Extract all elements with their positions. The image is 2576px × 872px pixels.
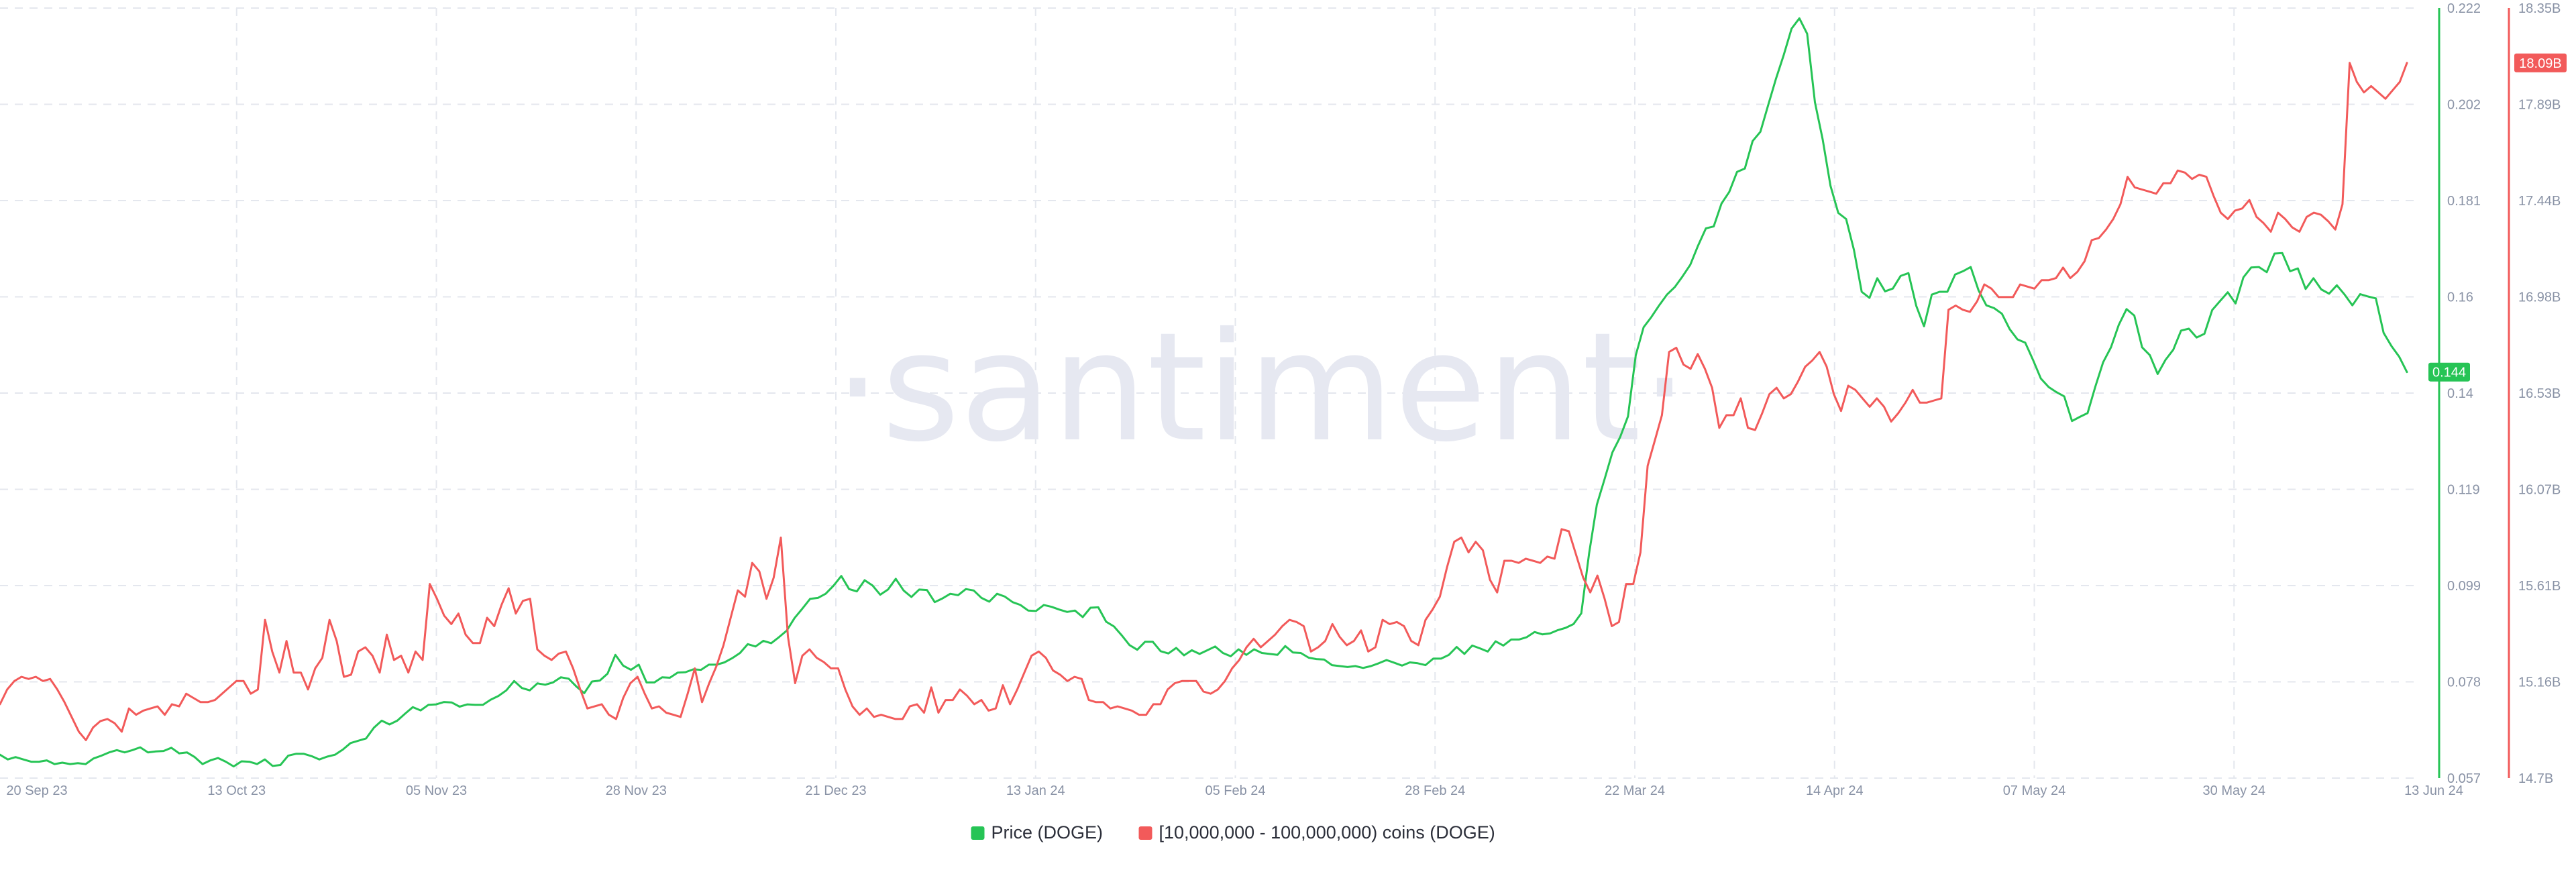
badge-value: 0.144	[2432, 366, 2466, 380]
coins-axis-tick-label: 15.61B	[2518, 579, 2561, 594]
x-axis-tick-labels: 20 Sep 23 13 Oct 23 05 Nov 23 28 Nov 23 21 D…	[6, 783, 2463, 798]
price-axis-tick-label: 0.057	[2447, 771, 2481, 786]
price-axis-tick-label: 0.16	[2447, 290, 2473, 305]
coins-axis-tick-label: 15.16B	[2518, 675, 2561, 690]
last-value-badges: 0.144 18.09B	[2428, 53, 2567, 382]
legend-swatch	[971, 826, 985, 840]
santiment-watermark: ·santiment·	[834, 300, 1688, 475]
x-axis-tick-label: 30 May 24	[2203, 783, 2265, 798]
coins-axis-tick-label: 18.35B	[2518, 1, 2561, 16]
x-axis-tick-label: 05 Feb 24	[1205, 783, 1265, 798]
legend-item-price[interactable]: Price (DOGE)	[971, 822, 1104, 842]
legend-label: [10,000,000 - 100,000,000) coins (DOGE)	[1159, 822, 1495, 842]
x-axis-tick-label: 21 Dec 23	[805, 783, 866, 798]
price-axis-tick-label: 0.119	[2447, 483, 2480, 498]
x-axis-tick-label: 13 Jan 24	[1006, 783, 1065, 798]
x-axis-tick-label: 13 Jun 24	[2404, 783, 2463, 798]
coins-axis-tick-label: 16.53B	[2518, 386, 2561, 401]
axes: 0.057 14.7B 0.078 15.16B 0.099 15.61B 0.119 16.…	[2438, 1, 2561, 786]
badge-value: 18.09B	[2519, 56, 2561, 71]
x-axis-tick-label: 14 Apr 24	[1806, 783, 1864, 798]
legend: Price (DOGE) [10,000,000 - 100,000,000) c…	[971, 822, 1495, 842]
price-last-value-badge: 0.144	[2428, 362, 2470, 382]
price-axis-tick-label: 0.202	[2447, 98, 2481, 113]
x-axis-tick-label: 28 Feb 24	[1405, 783, 1465, 798]
x-axis-tick-label: 20 Sep 23	[6, 783, 67, 798]
price-axis-tick-label: 0.181	[2447, 194, 2481, 209]
x-axis-tick-label: 07 May 24	[2003, 783, 2065, 798]
badge-background	[2514, 53, 2567, 72]
grid	[0, 7, 2420, 779]
price-axis-tick-label: 0.099	[2447, 579, 2481, 594]
coins-axis-tick-label: 17.89B	[2518, 98, 2561, 113]
price-axis-tick-label: 0.14	[2447, 386, 2473, 401]
legend-label: Price (DOGE)	[991, 822, 1104, 842]
coins-last-value-badge: 18.09B	[2514, 53, 2567, 72]
coins-axis-tick-label: 14.7B	[2518, 771, 2553, 786]
legend-swatch	[1138, 826, 1152, 840]
coins-axis-tick-label: 16.07B	[2518, 483, 2561, 498]
price-axis-tick-label: 0.222	[2447, 1, 2481, 16]
x-axis-tick-label: 28 Nov 23	[606, 783, 667, 798]
price-axis-tick-label: 0.078	[2447, 675, 2481, 690]
x-axis-tick-label: 22 Mar 24	[1605, 783, 1665, 798]
coins-axis-tick-label: 17.44B	[2518, 194, 2561, 209]
x-axis-tick-label: 05 Nov 23	[406, 783, 467, 798]
coins-axis-tick-label: 16.98B	[2518, 290, 2561, 305]
price-series-line	[0, 17, 2408, 768]
legend-item-coins[interactable]: [10,000,000 - 100,000,000) coins (DOGE)	[1138, 822, 1495, 842]
x-axis-tick-label: 13 Oct 23	[207, 783, 266, 798]
series-layer	[0, 17, 2408, 768]
badge-background	[2428, 362, 2470, 382]
coins-series-line	[0, 62, 2408, 741]
